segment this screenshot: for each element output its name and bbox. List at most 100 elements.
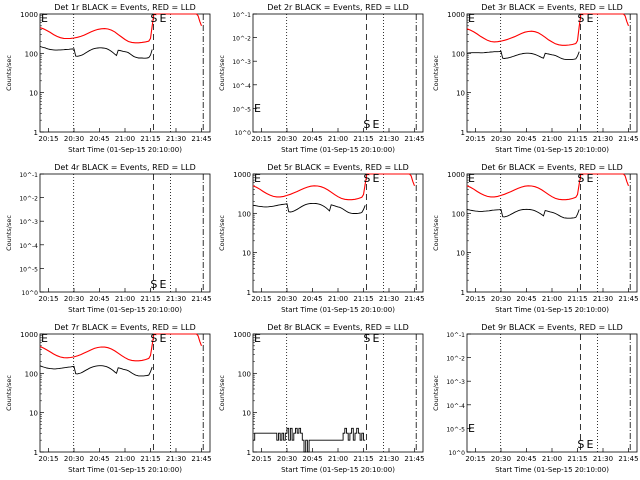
x-tick-label: 21:45 bbox=[191, 455, 211, 463]
chart-title: Det 2r BLACK = Events, RED = LLD bbox=[268, 3, 410, 12]
marker-e: E bbox=[160, 278, 167, 291]
x-tick-label: 20:45 bbox=[303, 455, 323, 463]
y-tick-label: 10^-1 bbox=[446, 332, 465, 339]
plot-frame bbox=[39, 13, 211, 133]
x-tick-label: 20:15 bbox=[252, 295, 272, 303]
y-tick-label: 10^-1 bbox=[19, 172, 38, 179]
x-tick-label: 21:45 bbox=[191, 295, 211, 303]
x-tick-label: 20:15 bbox=[38, 295, 58, 303]
marker-s: S bbox=[150, 278, 157, 291]
x-axis-label: Start Time (01-Sep-15 20:10:00) bbox=[68, 306, 182, 314]
x-tick-label: 21:15 bbox=[354, 295, 374, 303]
x-tick-label: 21:15 bbox=[354, 455, 374, 463]
x-tick-label: 20:30 bbox=[491, 135, 511, 143]
y-axis-label: Counts/sec bbox=[218, 375, 226, 411]
chart-title: Det 7r BLACK = Events, RED = LLD bbox=[54, 323, 196, 332]
y-tick-label: 10^-5 bbox=[19, 266, 38, 273]
detector-chart-4: Det 4r BLACK = Events, RED = LLD 10^-1 10^… bbox=[5, 163, 212, 314]
x-tick-label: 21:00 bbox=[328, 295, 348, 303]
x-tick-label: 21:15 bbox=[354, 135, 374, 143]
x-tick-label: 21:00 bbox=[115, 135, 135, 143]
x-axis-label: Start Time (01-Sep-15 20:10:00) bbox=[68, 466, 182, 474]
y-tick-label: 10 bbox=[242, 410, 251, 418]
x-tick-label: 21:45 bbox=[618, 295, 638, 303]
chart-title: Det 1r BLACK = Events, RED = LLD bbox=[54, 3, 196, 12]
x-tick-label: 20:45 bbox=[516, 135, 536, 143]
detector-panel-3: Det 3r BLACK = Events, RED = LLD 1 10 100 10… bbox=[427, 0, 640, 160]
detector-panel-9: Det 9r BLACK = Events, RED = LLD 10^-1 10^… bbox=[427, 320, 640, 480]
y-tick-label: 10 bbox=[242, 250, 251, 258]
x-tick-label: 21:45 bbox=[618, 455, 638, 463]
y-tick-label: 1 bbox=[247, 289, 251, 297]
marker-e: E bbox=[468, 12, 475, 25]
x-tick-label: 20:30 bbox=[277, 135, 297, 143]
y-tick-label: 10^-4 bbox=[446, 403, 465, 410]
x-tick-label: 21:30 bbox=[379, 455, 399, 463]
marker-e: E bbox=[160, 332, 167, 345]
series-lld-line bbox=[39, 13, 203, 44]
marker-e: E bbox=[586, 172, 593, 185]
x-tick-label: 21:00 bbox=[328, 455, 348, 463]
detector-chart-3: Det 3r BLACK = Events, RED = LLD 1 10 100 10… bbox=[432, 3, 639, 154]
x-tick-label: 21:30 bbox=[379, 135, 399, 143]
x-tick-label: 20:15 bbox=[38, 455, 58, 463]
x-tick-label: 21:00 bbox=[328, 135, 348, 143]
x-tick-label: 21:15 bbox=[567, 295, 587, 303]
x-tick-label: 20:30 bbox=[64, 135, 84, 143]
detector-panel-4: Det 4r BLACK = Events, RED = LLD 10^-1 10^… bbox=[0, 160, 213, 320]
marker-e: E bbox=[254, 172, 261, 185]
x-tick-label: 20:30 bbox=[277, 455, 297, 463]
y-tick-label: 10 bbox=[456, 90, 465, 98]
y-axis-label: Counts/sec bbox=[5, 215, 13, 251]
detector-panel-7: Det 7r BLACK = Events, RED = LLD 1 10 100 10… bbox=[0, 320, 213, 480]
detector-chart-7: Det 7r BLACK = Events, RED = LLD 1 10 100 10… bbox=[5, 323, 212, 474]
x-tick-label: 21:00 bbox=[542, 455, 562, 463]
y-tick-label: 100 bbox=[25, 50, 38, 58]
x-tick-label: 21:15 bbox=[567, 455, 587, 463]
x-tick-label: 20:45 bbox=[89, 135, 109, 143]
y-tick-label: 10^-4 bbox=[233, 83, 252, 90]
x-tick-label: 21:00 bbox=[542, 135, 562, 143]
y-tick-label: 10^-3 bbox=[233, 59, 252, 66]
x-tick-label: 21:45 bbox=[191, 135, 211, 143]
chart-title: Det 3r BLACK = Events, RED = LLD bbox=[481, 3, 623, 12]
detector-chart-1: Det 1r BLACK = Events, RED = LLD 1 10 100 10… bbox=[5, 3, 212, 154]
plot-frame bbox=[39, 333, 211, 453]
y-tick-label: 1000 bbox=[447, 11, 465, 19]
marker-s: S bbox=[577, 172, 584, 185]
x-tick-label: 21:15 bbox=[140, 455, 160, 463]
marker-s: S bbox=[577, 438, 584, 451]
y-tick-label: 10^-2 bbox=[19, 196, 38, 203]
plot-frame bbox=[466, 13, 637, 133]
marker-e: E bbox=[373, 172, 380, 185]
x-tick-label: 20:30 bbox=[491, 455, 511, 463]
x-tick-label: 21:15 bbox=[140, 135, 160, 143]
y-tick-label: 10^-4 bbox=[19, 243, 38, 250]
marker-e: E bbox=[468, 422, 475, 435]
marker-e: E bbox=[468, 172, 475, 185]
detector-panel-1: Det 1r BLACK = Events, RED = LLD 1 10 100 10… bbox=[0, 0, 213, 160]
x-tick-label: 20:15 bbox=[252, 455, 272, 463]
marker-s: S bbox=[364, 332, 371, 345]
marker-e: E bbox=[586, 12, 593, 25]
y-axis-label: Counts/sec bbox=[5, 375, 13, 411]
detector-panel-2: Det 2r BLACK = Events, RED = LLD 10^-1 10^… bbox=[213, 0, 426, 160]
series-events-line bbox=[39, 45, 153, 59]
detector-panel-6: Det 6r BLACK = Events, RED = LLD 1 10 100 10… bbox=[427, 160, 640, 320]
marker-e: E bbox=[586, 438, 593, 451]
marker-e: E bbox=[373, 118, 380, 131]
series-events-line bbox=[39, 365, 153, 377]
x-axis-label: Start Time (01-Sep-15 20:10:00) bbox=[281, 466, 395, 474]
y-tick-label: 10^-3 bbox=[19, 219, 38, 226]
detector-chart-8: Det 8r BLACK = Events, RED = LLD 1 10 100 10… bbox=[218, 323, 425, 474]
marker-s: S bbox=[150, 12, 157, 25]
y-tick-label: 100 bbox=[451, 50, 464, 58]
series-lld-line bbox=[466, 13, 629, 46]
y-tick-label: 1000 bbox=[20, 331, 38, 339]
y-axis-label: Counts/sec bbox=[5, 55, 13, 91]
chart-title: Det 6r BLACK = Events, RED = LLD bbox=[481, 163, 623, 172]
x-tick-label: 20:45 bbox=[303, 135, 323, 143]
x-tick-label: 20:30 bbox=[64, 295, 84, 303]
series-events-line bbox=[466, 208, 580, 219]
